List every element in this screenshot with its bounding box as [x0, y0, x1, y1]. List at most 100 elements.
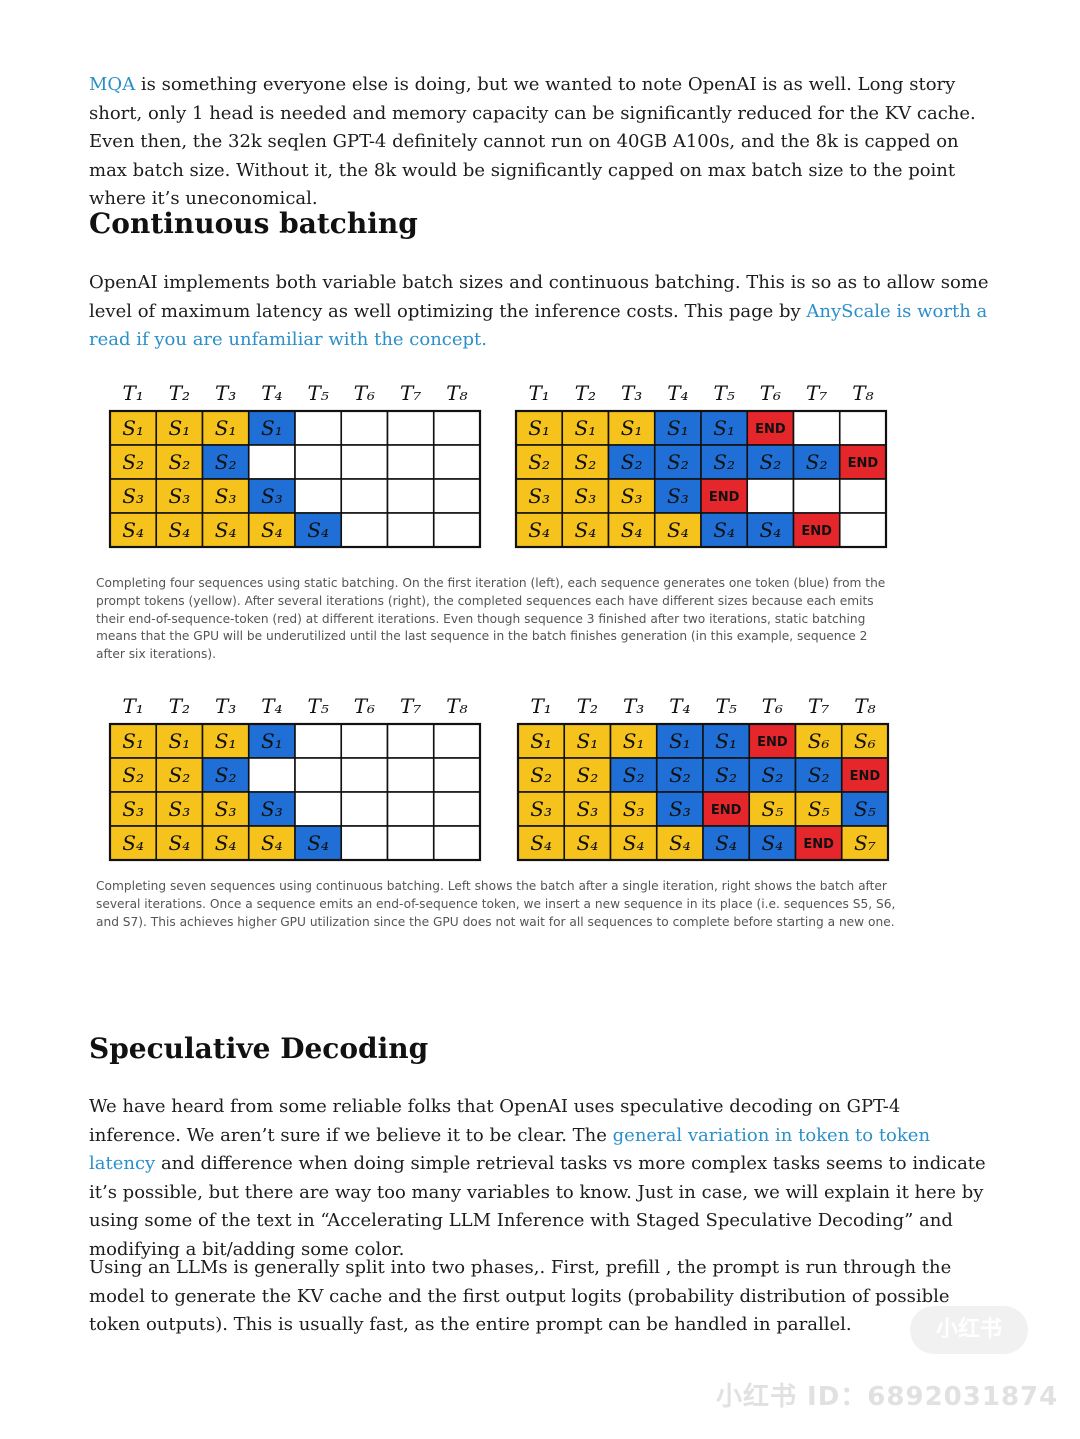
time-step-header: T₂ — [169, 381, 190, 405]
cell-label: S₁ — [261, 416, 283, 440]
time-step-header: T₃ — [623, 694, 644, 718]
time-step-header: T₄ — [261, 694, 282, 718]
cell-label: S₄ — [169, 831, 191, 855]
time-step-header: T₃ — [215, 694, 236, 718]
time-step-header: T₂ — [575, 381, 596, 405]
generated-token-cell — [294, 512, 343, 548]
cell-label: S₄ — [261, 831, 283, 855]
cell-label: S₂ — [169, 450, 191, 474]
cell-label: S₄ — [623, 831, 645, 855]
prompt-token-cell — [515, 410, 564, 446]
cell-label: S₃ — [215, 797, 237, 821]
empty-cell — [340, 825, 389, 861]
empty-cell — [340, 478, 389, 514]
generated-token-cell — [653, 444, 702, 480]
time-step-header: T₁ — [122, 381, 143, 405]
prompt-token-cell — [561, 410, 610, 446]
token-latency-link[interactable]: general variation in token to token late… — [89, 1124, 931, 1175]
cell-label: S₄ — [760, 518, 782, 542]
cell-label: S₆ — [808, 729, 830, 753]
prompt-token-cell — [653, 512, 702, 548]
time-step-header: T₇ — [400, 381, 421, 405]
empty-cell — [294, 444, 343, 480]
end-token-cell — [794, 825, 843, 861]
cell-label: S₂ — [169, 763, 191, 787]
continuous-batching-heading: Continuous batching — [89, 207, 418, 240]
cell-label: S₄ — [669, 831, 691, 855]
cell-label: S₂ — [577, 763, 599, 787]
generated-token-cell — [702, 723, 751, 759]
cell-label: S₄ — [307, 831, 329, 855]
static-batching-right-diagram: T₁ T₂ T₃ T₄ T₅ T₆ T₇ T₈ S₁ S₁ S₁ S₁ S₁ END S₂ S₂ S₂ S₂ S₂ S… — [514, 381, 888, 549]
grid-border — [108, 722, 482, 862]
cell-label: S₄ — [762, 831, 784, 855]
empty-cell — [340, 410, 389, 446]
prompt-token-cell — [563, 825, 612, 861]
cell-label: S₁ — [667, 416, 689, 440]
time-step-header: T₅ — [307, 381, 328, 405]
cell-label: S₂ — [122, 763, 144, 787]
cell-label: S₃ — [623, 797, 645, 821]
cell-label: S₃ — [169, 484, 191, 508]
empty-cell — [340, 723, 389, 759]
cell-label: S₂ — [760, 450, 782, 474]
cell-label: END — [848, 456, 879, 471]
prompt-token-cell — [109, 478, 158, 514]
cell-label: S₄ — [713, 518, 735, 542]
empty-cell — [838, 410, 887, 446]
cell-label: S₃ — [122, 797, 144, 821]
cell-label: S₁ — [530, 729, 552, 753]
prompt-token-cell — [201, 791, 250, 827]
generated-token-cell — [700, 512, 749, 548]
prompt-token-cell — [748, 791, 797, 827]
prompt-token-cell — [607, 478, 656, 514]
intro-text: is something everyone else is doing, but… — [89, 74, 976, 209]
cell-label: S₂ — [713, 450, 735, 474]
anyscale-link[interactable]: AnyScale is worth a read if you are unfa… — [89, 300, 988, 351]
cell-label: S₄ — [667, 518, 689, 542]
empty-cell — [386, 512, 435, 548]
cell-label: S₅ — [854, 797, 876, 821]
empty-cell — [838, 478, 887, 514]
cell-label: S₁ — [169, 729, 191, 753]
cell-label: S₂ — [667, 450, 689, 474]
time-step-header: T₁ — [528, 381, 549, 405]
cell-label: S₃ — [669, 797, 691, 821]
mqa-link[interactable]: MQA — [89, 74, 136, 95]
prompt-token-cell — [201, 478, 250, 514]
cell-label: S₁ — [528, 416, 550, 440]
cell-label: S₁ — [215, 729, 237, 753]
prompt-token-cell — [201, 512, 250, 548]
cell-label: S₄ — [307, 518, 329, 542]
time-step-header: T₅ — [715, 694, 736, 718]
cell-label: S₂ — [806, 450, 828, 474]
cell-label: S₁ — [669, 729, 691, 753]
time-step-header: T₈ — [854, 694, 875, 718]
intro-paragraph: MQA is something everyone else is doing,… — [89, 71, 989, 214]
speculative-p1-text-a: We have heard from some reliable folks t… — [89, 1096, 901, 1146]
cell-label: S₂ — [575, 450, 597, 474]
end-token-cell — [700, 478, 749, 514]
cell-label: S₃ — [577, 797, 599, 821]
empty-cell — [294, 410, 343, 446]
cell-label: END — [755, 422, 786, 437]
prompt-token-cell — [155, 757, 204, 793]
prompt-token-cell — [155, 791, 204, 827]
xiaohongshu-badge-watermark: 小红书 — [910, 1306, 1028, 1354]
time-step-header: T₄ — [669, 694, 690, 718]
prompt-token-cell — [609, 723, 658, 759]
time-step-header: T₄ — [667, 381, 688, 405]
cell-label: S₂ — [215, 763, 237, 787]
speculative-decoding-heading: Speculative Decoding — [89, 1032, 429, 1065]
cell-label: S₄ — [261, 518, 283, 542]
cell-label: S₁ — [261, 729, 283, 753]
empty-cell — [386, 791, 435, 827]
time-step-header: T₇ — [806, 381, 827, 405]
continuous-batching-paragraph: OpenAI implements both variable batch si… — [89, 269, 989, 355]
cell-label: S₃ — [528, 484, 550, 508]
cell-label: S₇ — [854, 831, 876, 855]
empty-cell — [294, 791, 343, 827]
cell-label: S₄ — [122, 518, 144, 542]
time-step-header: T₅ — [307, 694, 328, 718]
prompt-token-cell — [155, 410, 204, 446]
